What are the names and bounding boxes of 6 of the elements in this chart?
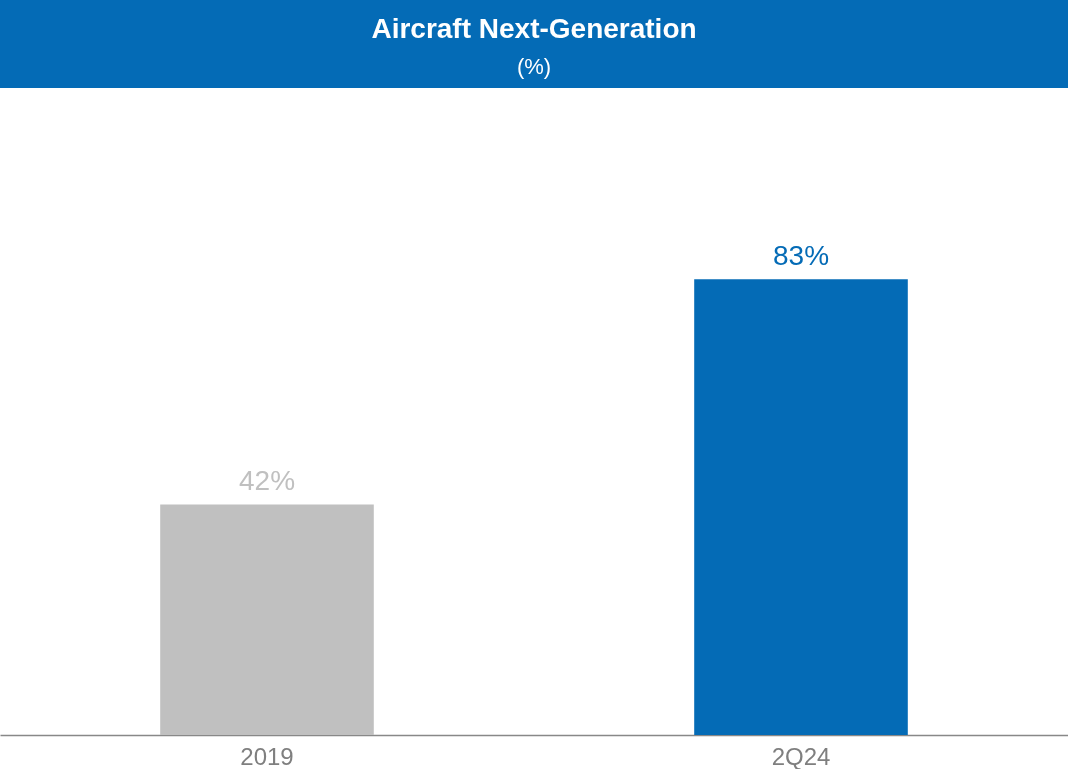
chart-subtitle: (%) [516, 54, 552, 79]
chart-title: Aircraft Next-Generation [371, 13, 697, 44]
data-label: 42% [238, 465, 296, 497]
data-label: 83% [772, 240, 830, 272]
x-tick-label: 2Q24 [771, 742, 831, 770]
x-tick-label: 2019 [240, 742, 294, 770]
